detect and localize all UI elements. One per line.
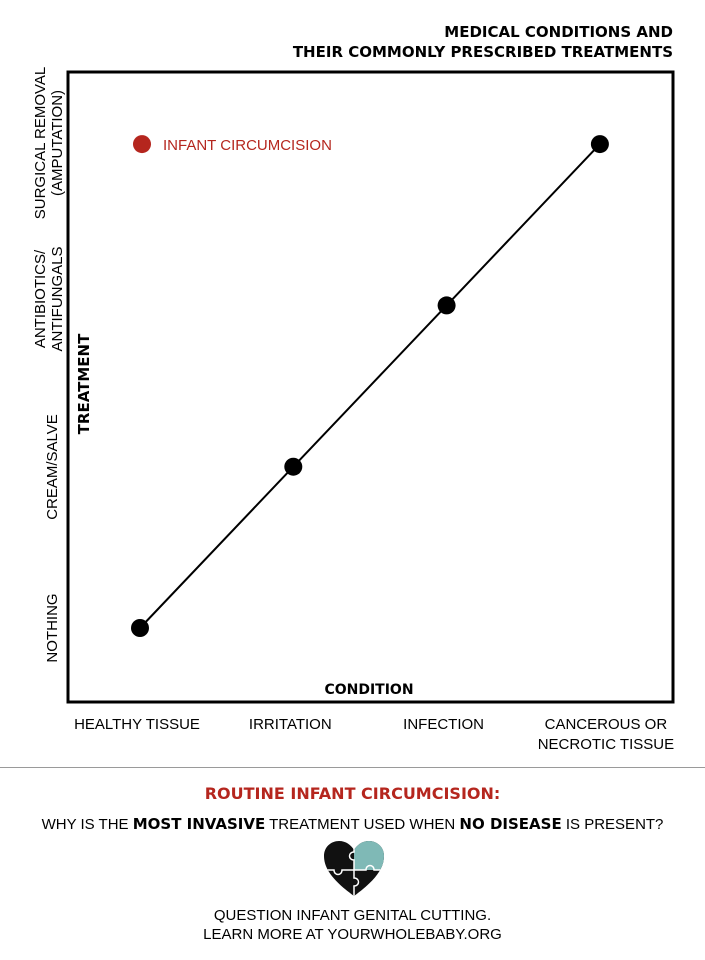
data-point bbox=[437, 296, 456, 315]
data-point bbox=[284, 457, 303, 476]
x-tick-label: HEALTHY TISSUE bbox=[74, 716, 200, 733]
x-axis-title: CONDITION bbox=[324, 682, 413, 698]
x-tick-label: IRRITATION bbox=[249, 716, 332, 733]
question-text: WHY IS THE MOST INVASIVE TREATMENT USED … bbox=[0, 815, 705, 833]
y-tick-label: ANTIBIOTICS/ANTIFUNGALS bbox=[32, 246, 66, 351]
chart: NOTHING CREAM/SALVE ANTIBIOTICS/ANTIFUNGAL… bbox=[32, 67, 675, 753]
footer-line-1: QUESTION INFANT GENITAL CUTTING. bbox=[213, 907, 492, 924]
question-part-3: IS PRESENT? bbox=[561, 816, 664, 833]
headline: ROUTINE INFANT CIRCUMCISION: bbox=[204, 784, 501, 803]
title-line-1: MEDICAL CONDITIONS AND bbox=[444, 23, 673, 41]
data-point bbox=[131, 619, 149, 637]
highlight-label: INFANT CIRCUMCISION bbox=[163, 137, 332, 154]
y-tick-label: NOTHING bbox=[44, 593, 61, 662]
section-divider bbox=[0, 767, 705, 768]
y-tick-label: SURGICAL REMOVAL(AMPUTATION) bbox=[32, 67, 66, 220]
title-line-2: THEIR COMMONLY PRESCRIBED TREATMENTS bbox=[292, 43, 673, 61]
puzzle-heart-icon bbox=[324, 841, 384, 896]
question-emphasis-1: MOST INVASIVE bbox=[132, 815, 266, 833]
chart-title: MEDICAL CONDITIONS AND THEIR COMMONLY PR… bbox=[293, 22, 673, 62]
y-axis-title: TREATMENT bbox=[75, 333, 93, 434]
data-point bbox=[590, 135, 609, 154]
footer: QUESTION INFANT GENITAL CUTTING. LEARN M… bbox=[0, 906, 705, 944]
x-tick-label: CANCEROUS OR NECROTIC TISSUE bbox=[538, 716, 674, 753]
question-part-1: WHY IS THE bbox=[41, 816, 133, 833]
question-emphasis-2: NO DISEASE bbox=[459, 815, 562, 833]
y-tick-label: CREAM/SALVE bbox=[44, 414, 61, 520]
question-part-2: TREATMENT USED WHEN bbox=[265, 816, 460, 833]
plot-frame bbox=[66, 70, 675, 704]
x-tick-label: INFECTION bbox=[403, 716, 484, 733]
highlight-point bbox=[133, 135, 151, 154]
series-line bbox=[139, 143, 601, 629]
footer-line-2: LEARN MORE AT YOURWHOLEBABY.ORG bbox=[203, 926, 502, 943]
